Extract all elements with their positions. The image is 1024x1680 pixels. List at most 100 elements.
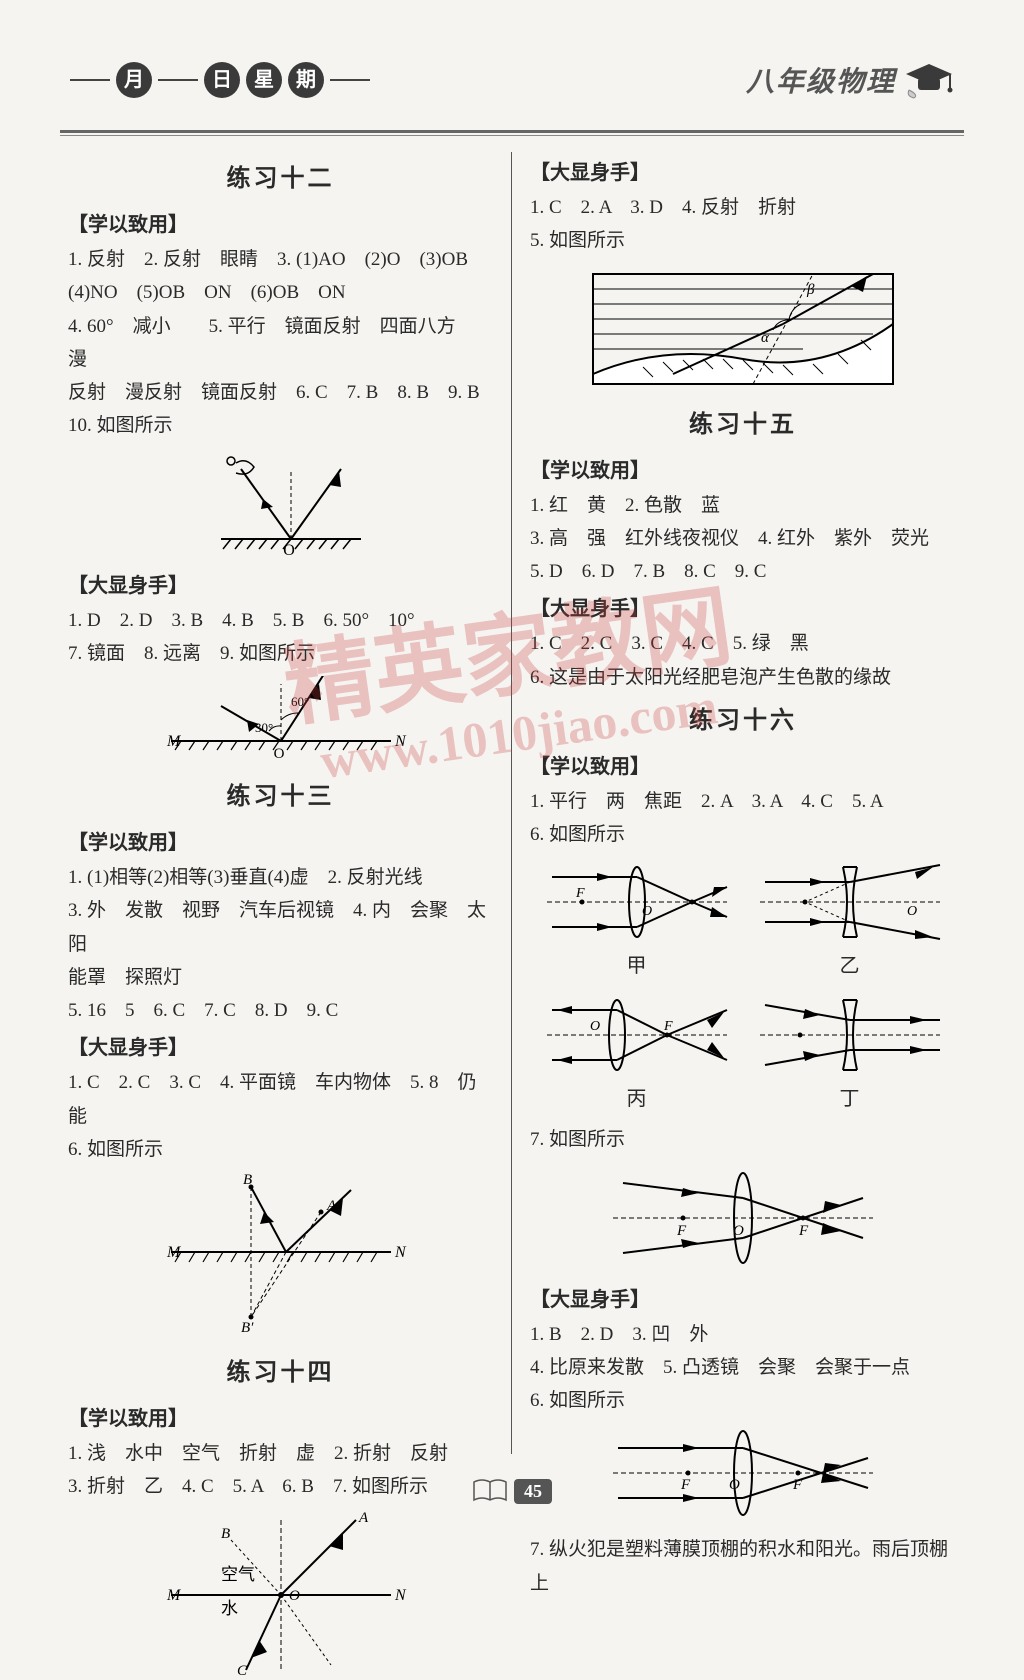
ex16-fig-row2: O F [530,990,956,1080]
blank-slot [158,79,198,81]
ex16-line: 7. 如图所示 [530,1123,956,1156]
bubble-month: 月 [116,62,152,98]
lens-ding [755,990,945,1080]
lens-jia: F O [542,857,732,947]
ex16-line: 6. 如图所示 [530,1384,956,1417]
ex16-line: 7. 纵火犯是塑料薄膜顶棚的积水和阳光。雨后顶棚上 [530,1533,956,1600]
label-ding: 丁 [755,1082,945,1117]
page-number-value: 45 [514,1479,552,1504]
left-column: 练习十二 【学以致用】 1. 反射 2. 反射 眼睛 3. (1)AO (2)O… [50,152,512,1454]
svg-text:M: M [166,1244,182,1261]
ex16-fig-labels1: 甲 乙 [530,953,956,984]
svg-text:空气: 空气 [221,1565,255,1584]
ex14b-line: 1. C 2. A 3. D 4. 反射 折射 [530,191,956,224]
ex13-title: 练习十三 [68,776,493,818]
ex15-line: 6. 这是由于太阳光经肥皂泡产生色散的缘故 [530,661,956,694]
ex15-sub2: 【大显身手】 [530,592,956,627]
svg-text:F: F [663,1019,673,1034]
ex16-sub2: 【大显身手】 [530,1283,956,1318]
ex16-line: 1. B 2. D 3. 凹 外 [530,1318,956,1351]
svg-text:β: β [806,282,815,298]
svg-text:30°: 30° [255,720,273,735]
svg-text:F: F [676,1223,687,1239]
svg-text:O: O [642,904,652,919]
ex13-line: 6. 如图所示 [68,1133,493,1166]
ex16-sub1: 【学以致用】 [530,750,956,785]
svg-text:F: F [792,1477,803,1493]
ex14b-fig: α β [530,264,956,394]
ex14-line: 1. 浅 水中 空气 折射 虚 2. 折射 反射 [68,1437,493,1470]
ex16-title: 练习十六 [530,700,956,742]
svg-text:F: F [680,1477,691,1493]
ex14-title: 练习十四 [68,1352,493,1394]
ex15-line: 3. 高 强 红外线夜视仪 4. 红外 紫外 荧光 [530,522,956,555]
ex12-sub1: 【学以致用】 [68,208,493,243]
ex16-line: 6. 如图所示 [530,818,956,851]
ex15-line: 5. D 6. D 7. B 8. C 9. C [530,555,956,588]
ex16-fig7: F O F [530,1163,956,1273]
svg-text:F: F [575,886,585,901]
ex12-line: 7. 镜面 8. 远离 9. 如图所示 [68,637,493,670]
svg-text:O: O [289,1588,300,1604]
header-title: 八年级物理 [746,60,896,100]
svg-text:O: O [907,904,917,919]
blank-slot [70,79,110,81]
blank-slot [330,79,370,81]
bubble-qi: 期 [288,62,324,98]
svg-text:F: F [798,1223,809,1239]
header-right: 八年级物理 [746,60,954,100]
svg-text:O: O [590,1019,600,1034]
ex13-line: 能罩 探照灯 [68,961,493,994]
svg-text:A: A [358,1510,369,1526]
ex16-line: 1. 平行 两 焦距 2. A 3. A 4. C 5. A [530,785,956,818]
svg-text:α: α [761,330,770,346]
svg-text:M: M [166,1587,182,1604]
svg-text:水: 水 [221,1599,238,1618]
svg-text:O: O [729,1477,740,1493]
svg-text:B′: B′ [241,1320,254,1336]
svg-text:A: A [326,1198,337,1214]
svg-text:O: O [273,746,284,762]
ex13-sub1: 【学以致用】 [68,826,493,861]
ex12-sub2: 【大显身手】 [68,569,493,604]
book-icon [472,1478,508,1504]
ex15-line: 1. C 2. C 3. C 4. C 5. 绿 黑 [530,627,956,660]
ex12-fig2: M N O 30° 60° [68,676,493,766]
svg-text:60°: 60° [291,694,309,709]
ex13-fig: M N B A B′ [68,1172,493,1342]
svg-text:N: N [394,1244,407,1261]
ex16-fig-labels2: 丙 丁 [530,1086,956,1117]
label-bing: 丙 [542,1082,732,1117]
ex14b-sub2: 【大显身手】 [530,156,956,191]
ex15-sub1: 【学以致用】 [530,454,956,489]
right-column: 【大显身手】 1. C 2. A 3. D 4. 反射 折射 5. 如图所示 [512,152,974,1454]
ex16-line: 4. 比原来发散 5. 凸透镜 会聚 会聚于一点 [530,1351,956,1384]
svg-text:N: N [394,1587,407,1604]
ex13-line: 1. C 2. C 3. C 4. 平面镜 车内物体 5. 8 仍能 [68,1066,493,1133]
ex13-sub2: 【大显身手】 [68,1031,493,1066]
label-jia: 甲 [542,949,732,984]
ex13-line: 5. 16 5 6. C 7. C 8. D 9. C [68,994,493,1027]
page-header: 月 日 星 期 八年级物理 [50,60,974,110]
ex15-title: 练习十五 [530,404,956,446]
ex15-line: 1. 红 黄 2. 色散 蓝 [530,489,956,522]
ex13-line: 1. (1)相等(2)相等(3)垂直(4)虚 2. 反射光线 [68,861,493,894]
lens-yi: O [755,857,945,947]
lens-bing: O F [542,990,732,1080]
bubble-day: 日 [204,62,240,98]
ex16-fig-row1: F O [530,857,956,947]
grad-cap-icon [904,60,954,100]
svg-text:N: N [394,733,407,750]
ex12-line: (4)NO (5)OB ON (6)OB ON [68,276,493,309]
ex12-line: 10. 如图所示 [68,409,493,442]
ex12-line: 1. 反射 2. 反射 眼睛 3. (1)AO (2)O (3)OB [68,243,493,276]
header-left: 月 日 星 期 [70,62,370,98]
ex13-line: 3. 外 发散 视野 汽车后视镜 4. 内 会聚 太阳 [68,894,493,961]
ex12-line: 4. 60° 减小 5. 平行 镜面反射 四面八方 漫 [68,310,493,377]
page-number: 45 [472,1478,552,1504]
ex14-line: 3. 折射 乙 4. C 5. A 6. B 7. 如图所示 [68,1470,493,1503]
ex14-fig: M N O A B C 空气 水 [68,1510,493,1680]
header-divider [60,130,964,136]
svg-text:B: B [221,1526,230,1542]
svg-text:O: O [283,542,295,559]
